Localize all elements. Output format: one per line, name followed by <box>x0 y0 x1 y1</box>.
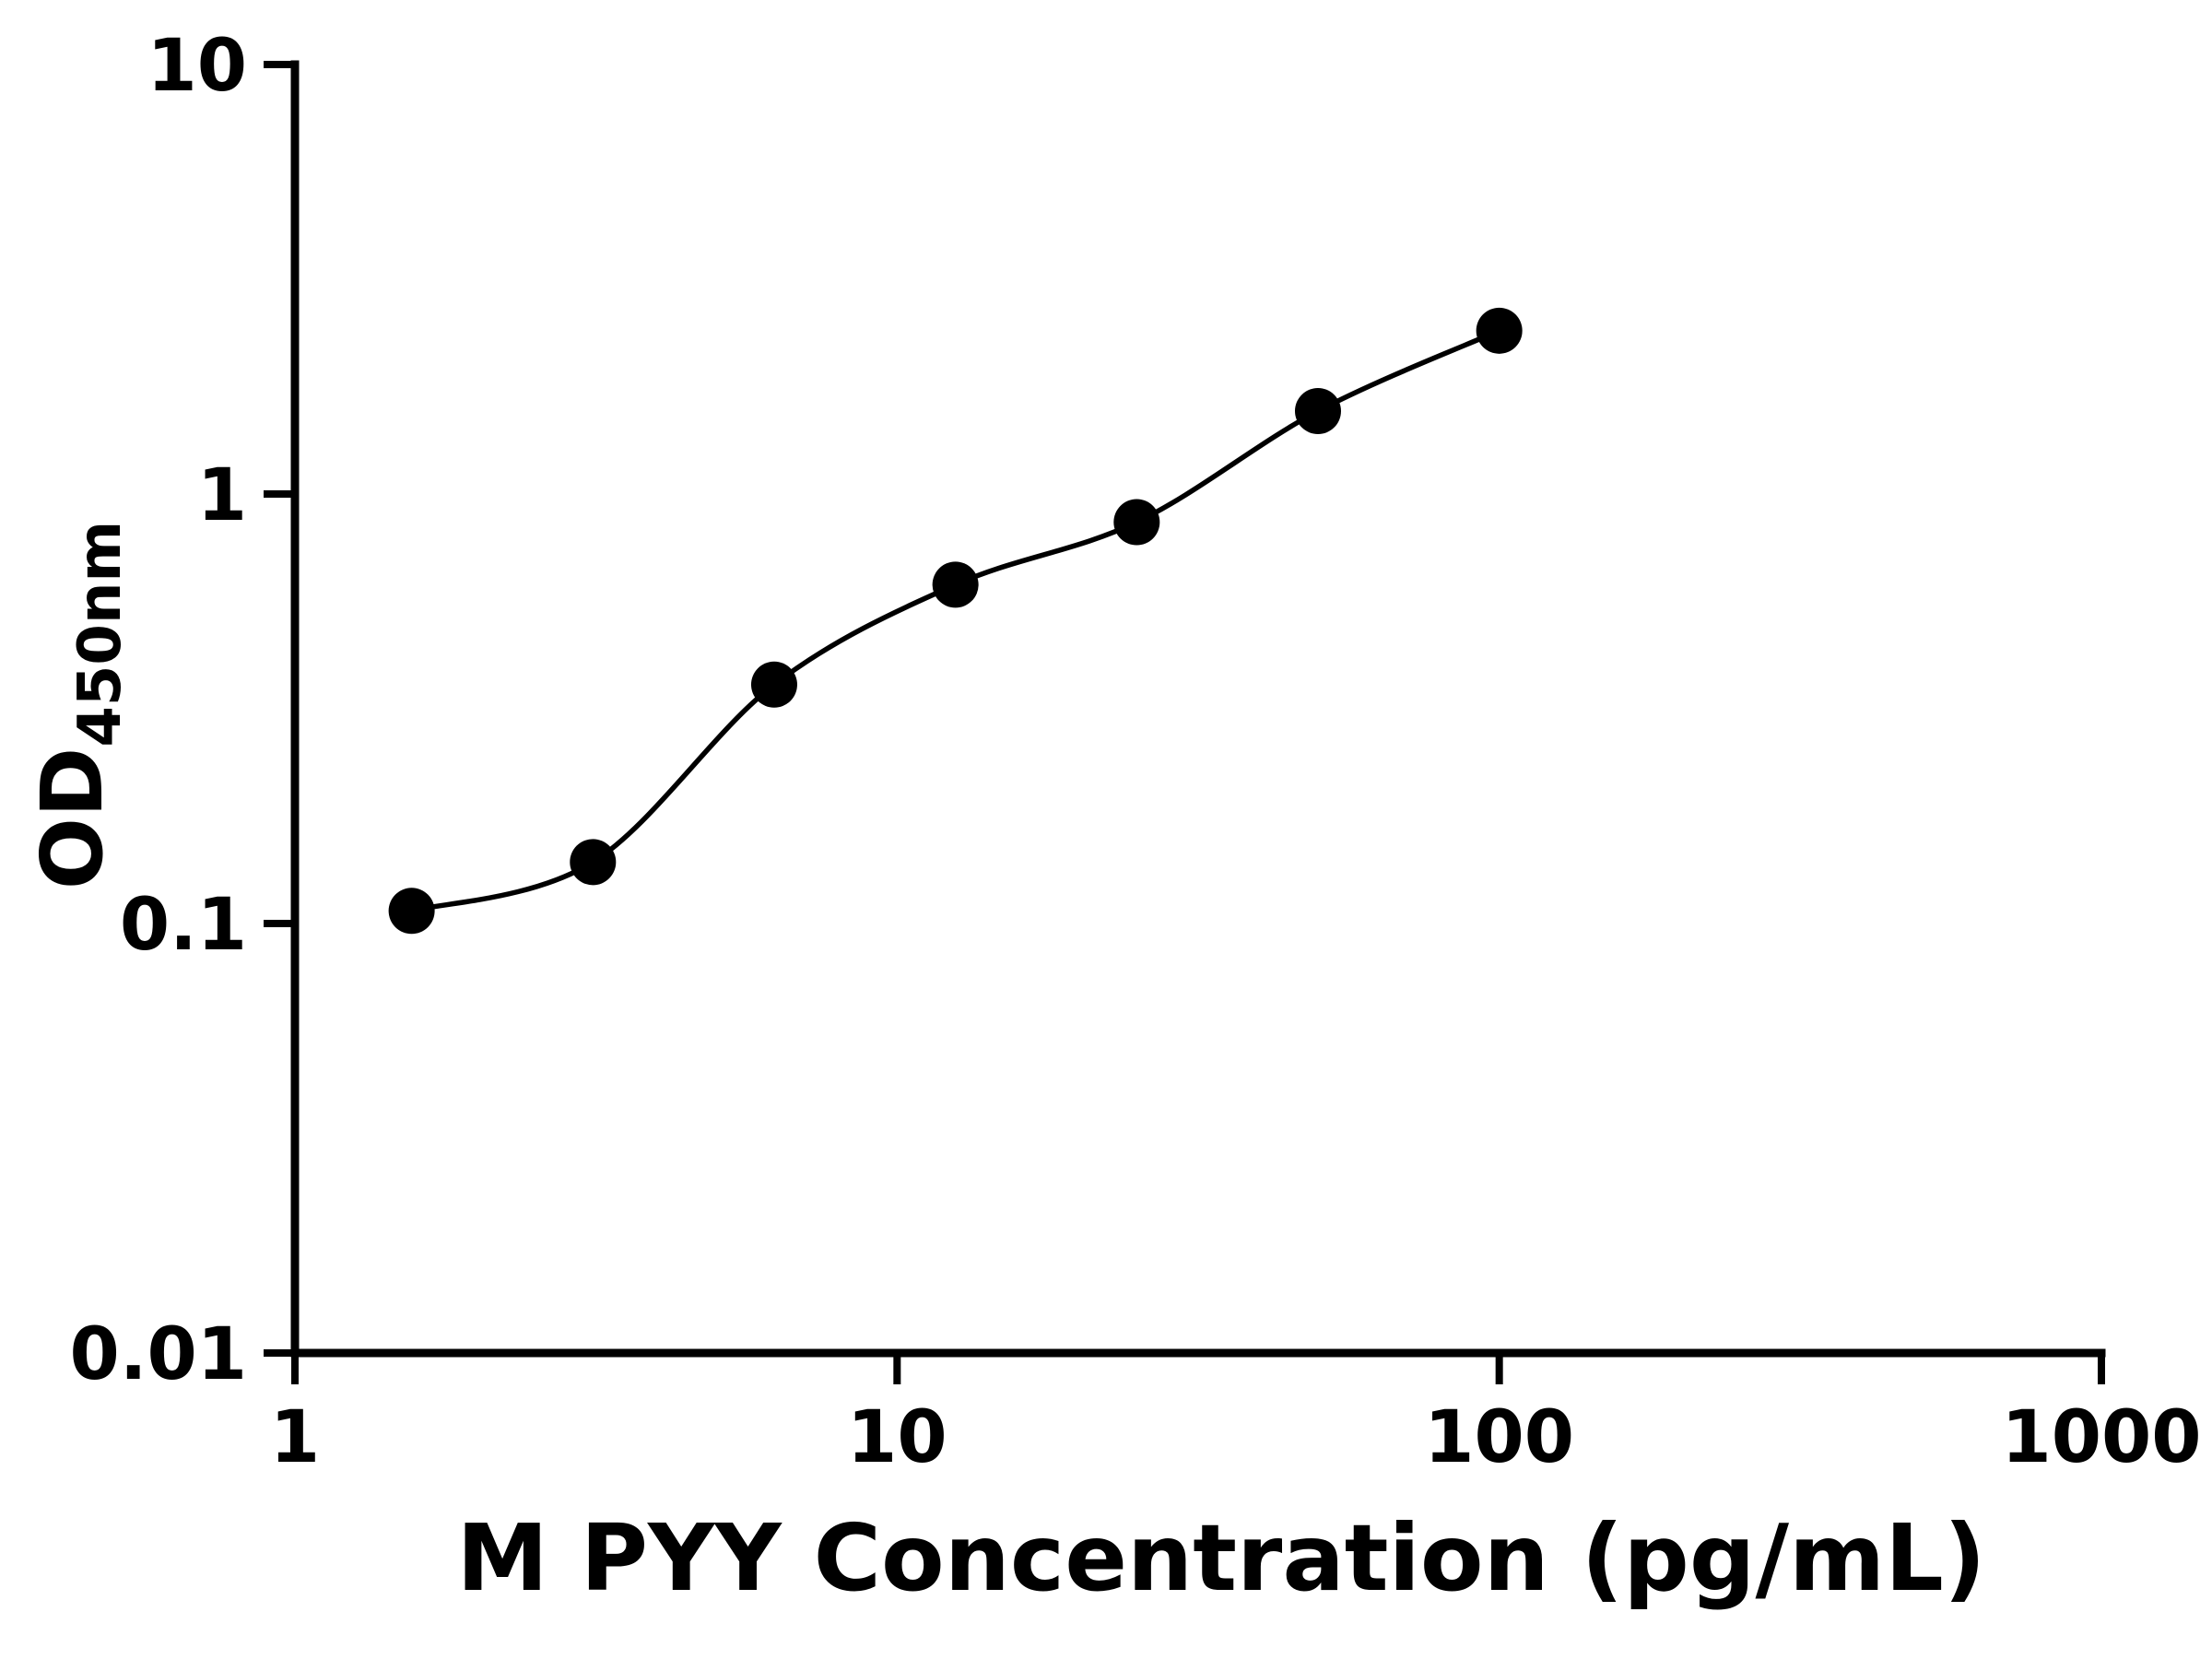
axes <box>290 60 2106 1358</box>
y-axis-title-subscript: 450nm <box>66 521 135 747</box>
y-tick-label: 0.01 <box>70 1313 247 1396</box>
data-point-marker <box>1476 307 1523 354</box>
y-tick-label: 0.1 <box>120 884 247 967</box>
data-point-marker <box>1294 388 1341 435</box>
x-tick-label: 10 <box>847 1396 947 1479</box>
data-point-marker <box>1113 499 1160 546</box>
y-tick-label: 10 <box>147 25 247 108</box>
data-points <box>388 307 1523 935</box>
data-point-marker <box>570 839 617 886</box>
data-point-marker <box>932 561 979 608</box>
x-tick-label: 100 <box>1424 1396 1574 1479</box>
data-point-marker <box>750 661 797 708</box>
y-axis-title: OD450nm <box>23 521 135 889</box>
axis-ticks <box>264 61 2105 1384</box>
x-tick-label: 1 <box>270 1396 320 1479</box>
x-axis-title: M PYY Concentration (pg/mL) <box>456 1504 1985 1612</box>
x-tick-label: 1000 <box>2001 1396 2201 1479</box>
data-point-marker <box>388 888 435 935</box>
y-tick-label: 1 <box>197 454 247 537</box>
axis-tick-labels: 1 10 100 1000 0.01 0.1 1 10 <box>70 25 2202 1479</box>
y-axis-title-main: OD <box>23 747 122 890</box>
